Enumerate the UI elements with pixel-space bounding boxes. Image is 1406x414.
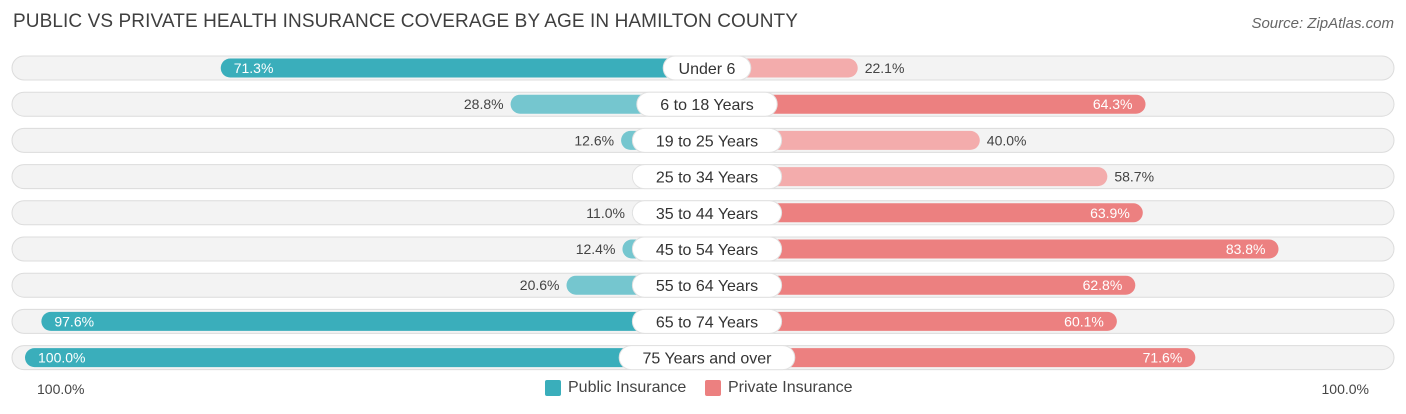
category-label: 55 to 64 Years	[656, 278, 758, 295]
category-pill	[618, 345, 796, 371]
bar-private	[707, 348, 1196, 368]
label-public: 28.8%	[464, 96, 504, 112]
category-label: 6 to 18 Years	[660, 97, 753, 114]
category-pill	[631, 200, 783, 226]
category-label: 19 to 25 Years	[656, 133, 758, 150]
label-private: 71.6%	[1143, 350, 1183, 366]
label-public: 20.6%	[520, 277, 560, 293]
category-label: 25 to 34 Years	[656, 170, 758, 187]
category-label: 65 to 74 Years	[656, 314, 758, 331]
label-public: 97.6%	[54, 313, 94, 329]
label-private: 58.7%	[1114, 169, 1154, 185]
category-label: 45 to 54 Years	[656, 242, 758, 259]
label-public: 100.0%	[38, 350, 85, 366]
label-private: 83.8%	[1226, 241, 1266, 257]
bar-public	[25, 348, 707, 368]
label-private: 60.1%	[1064, 313, 1104, 329]
label-public: 12.6%	[574, 132, 614, 148]
label-private: 63.9%	[1090, 205, 1130, 221]
bar-private	[707, 94, 1146, 114]
category-pill	[631, 164, 783, 190]
chart-title: PUBLIC VS PRIVATE HEALTH INSURANCE COVER…	[13, 11, 799, 32]
label-private: 40.0%	[987, 132, 1027, 148]
legend-public-label: Public Insurance	[568, 379, 687, 396]
chart-source: Source: ZipAtlas.com	[1251, 15, 1394, 32]
label-private: 62.8%	[1083, 277, 1123, 293]
category-label: 35 to 44 Years	[656, 206, 758, 223]
category-label: 75 Years and over	[643, 351, 773, 368]
label-private: 22.1%	[865, 60, 905, 76]
category-pill	[631, 308, 783, 334]
legend-private: Private Insurance	[705, 379, 853, 397]
bar-public	[220, 58, 707, 78]
category-pill	[631, 272, 783, 298]
bar-private	[707, 275, 1136, 295]
category-pill	[662, 55, 752, 81]
bar-public	[41, 311, 708, 331]
legend-public-swatch	[545, 380, 561, 396]
legend-private-label: Private Insurance	[728, 379, 853, 396]
bar-private	[707, 167, 1108, 187]
bar-private	[707, 203, 1143, 223]
legend-public: Public Insurance	[545, 379, 686, 397]
axis-left-label: 100.0%	[37, 381, 85, 397]
label-public: 11.0%	[586, 205, 625, 221]
axis-right-label: 100.0%	[1321, 381, 1369, 397]
category-pill	[631, 127, 783, 153]
label-private: 64.3%	[1093, 96, 1133, 112]
label-public: 71.3%	[234, 60, 274, 76]
bar-private	[707, 311, 1117, 331]
bar-private	[707, 239, 1279, 259]
category-pill	[631, 236, 783, 262]
category-label: Under 6	[679, 61, 736, 78]
label-public: 12.4%	[576, 241, 616, 257]
category-pill	[636, 91, 778, 117]
legend-private-swatch	[705, 380, 721, 396]
